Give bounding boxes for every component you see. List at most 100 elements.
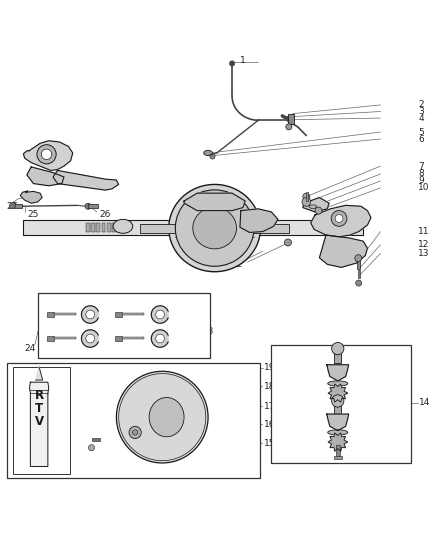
Bar bbox=[357, 259, 360, 269]
Circle shape bbox=[129, 426, 141, 439]
Text: 23: 23 bbox=[202, 327, 214, 336]
Text: 4: 4 bbox=[418, 114, 424, 123]
Bar bbox=[122, 313, 144, 316]
Ellipse shape bbox=[328, 381, 348, 386]
Polygon shape bbox=[319, 235, 367, 268]
Bar bbox=[241, 220, 363, 235]
Polygon shape bbox=[27, 167, 64, 185]
Circle shape bbox=[303, 193, 310, 200]
Bar bbox=[7, 362, 261, 478]
Text: 12: 12 bbox=[418, 240, 430, 249]
Ellipse shape bbox=[169, 184, 261, 272]
Polygon shape bbox=[311, 205, 371, 237]
Polygon shape bbox=[53, 171, 119, 190]
Ellipse shape bbox=[328, 430, 348, 435]
Bar bbox=[334, 402, 341, 413]
Ellipse shape bbox=[309, 205, 317, 208]
Polygon shape bbox=[35, 367, 42, 380]
Bar bbox=[123, 223, 127, 231]
Text: R: R bbox=[35, 389, 44, 402]
Circle shape bbox=[332, 343, 344, 354]
Text: 14: 14 bbox=[419, 398, 431, 407]
Bar bbox=[141, 224, 289, 233]
Text: V: V bbox=[35, 415, 44, 428]
Ellipse shape bbox=[204, 150, 212, 156]
Bar bbox=[47, 336, 54, 341]
Bar bbox=[107, 223, 111, 231]
Circle shape bbox=[133, 430, 138, 435]
Polygon shape bbox=[327, 365, 349, 381]
Bar bbox=[54, 337, 76, 340]
Polygon shape bbox=[152, 306, 168, 323]
Circle shape bbox=[210, 154, 215, 159]
Circle shape bbox=[155, 334, 164, 343]
Text: 17: 17 bbox=[264, 402, 275, 411]
Circle shape bbox=[332, 395, 344, 407]
Polygon shape bbox=[23, 141, 73, 171]
Text: 15: 15 bbox=[264, 439, 275, 448]
Circle shape bbox=[37, 144, 56, 164]
Bar bbox=[126, 502, 143, 523]
Bar bbox=[14, 204, 21, 208]
Text: 18: 18 bbox=[264, 382, 275, 391]
Ellipse shape bbox=[149, 398, 184, 437]
Polygon shape bbox=[303, 198, 329, 212]
Bar bbox=[88, 204, 98, 208]
Text: 19: 19 bbox=[264, 364, 275, 372]
Circle shape bbox=[85, 203, 91, 209]
Circle shape bbox=[286, 124, 292, 130]
Polygon shape bbox=[152, 330, 168, 348]
Circle shape bbox=[331, 211, 347, 227]
Circle shape bbox=[302, 198, 311, 206]
Bar bbox=[306, 192, 308, 201]
Bar bbox=[336, 445, 339, 457]
Bar bbox=[117, 223, 121, 231]
Circle shape bbox=[230, 61, 235, 66]
Bar bbox=[288, 114, 294, 124]
Polygon shape bbox=[81, 330, 98, 348]
Bar bbox=[334, 350, 341, 362]
Bar bbox=[115, 312, 122, 317]
Bar bbox=[334, 456, 342, 459]
Circle shape bbox=[41, 149, 52, 159]
Bar bbox=[54, 313, 76, 316]
Text: 16: 16 bbox=[264, 420, 275, 429]
Polygon shape bbox=[184, 193, 245, 211]
Circle shape bbox=[285, 239, 291, 246]
Polygon shape bbox=[327, 414, 349, 431]
Circle shape bbox=[86, 310, 95, 319]
Bar bbox=[122, 337, 144, 340]
Circle shape bbox=[356, 280, 362, 286]
Circle shape bbox=[86, 334, 95, 343]
Polygon shape bbox=[328, 433, 347, 451]
Text: 3: 3 bbox=[418, 107, 424, 116]
Bar bbox=[272, 345, 411, 463]
Text: 25: 25 bbox=[27, 211, 38, 220]
Bar bbox=[131, 514, 145, 531]
Circle shape bbox=[10, 203, 15, 209]
Circle shape bbox=[335, 215, 343, 222]
Text: 7: 7 bbox=[418, 161, 424, 171]
Bar bbox=[22, 220, 188, 235]
Polygon shape bbox=[328, 384, 347, 402]
Text: 2: 2 bbox=[418, 100, 424, 109]
Bar bbox=[115, 336, 122, 341]
Text: 6: 6 bbox=[418, 134, 424, 143]
Bar bbox=[112, 223, 116, 231]
Ellipse shape bbox=[113, 220, 133, 233]
Bar bbox=[13, 367, 70, 474]
Text: 11: 11 bbox=[418, 227, 430, 236]
Text: 27: 27 bbox=[6, 202, 18, 211]
Bar bbox=[358, 270, 360, 278]
Text: 24: 24 bbox=[25, 344, 36, 353]
Ellipse shape bbox=[175, 190, 254, 266]
Text: 22: 22 bbox=[232, 260, 243, 269]
Text: 13: 13 bbox=[418, 249, 430, 258]
Circle shape bbox=[117, 372, 208, 463]
Text: 9: 9 bbox=[418, 176, 424, 185]
Text: 26: 26 bbox=[99, 211, 110, 220]
Text: 8: 8 bbox=[418, 169, 424, 179]
Bar bbox=[91, 223, 95, 231]
Bar bbox=[102, 223, 106, 231]
Bar bbox=[38, 293, 210, 358]
